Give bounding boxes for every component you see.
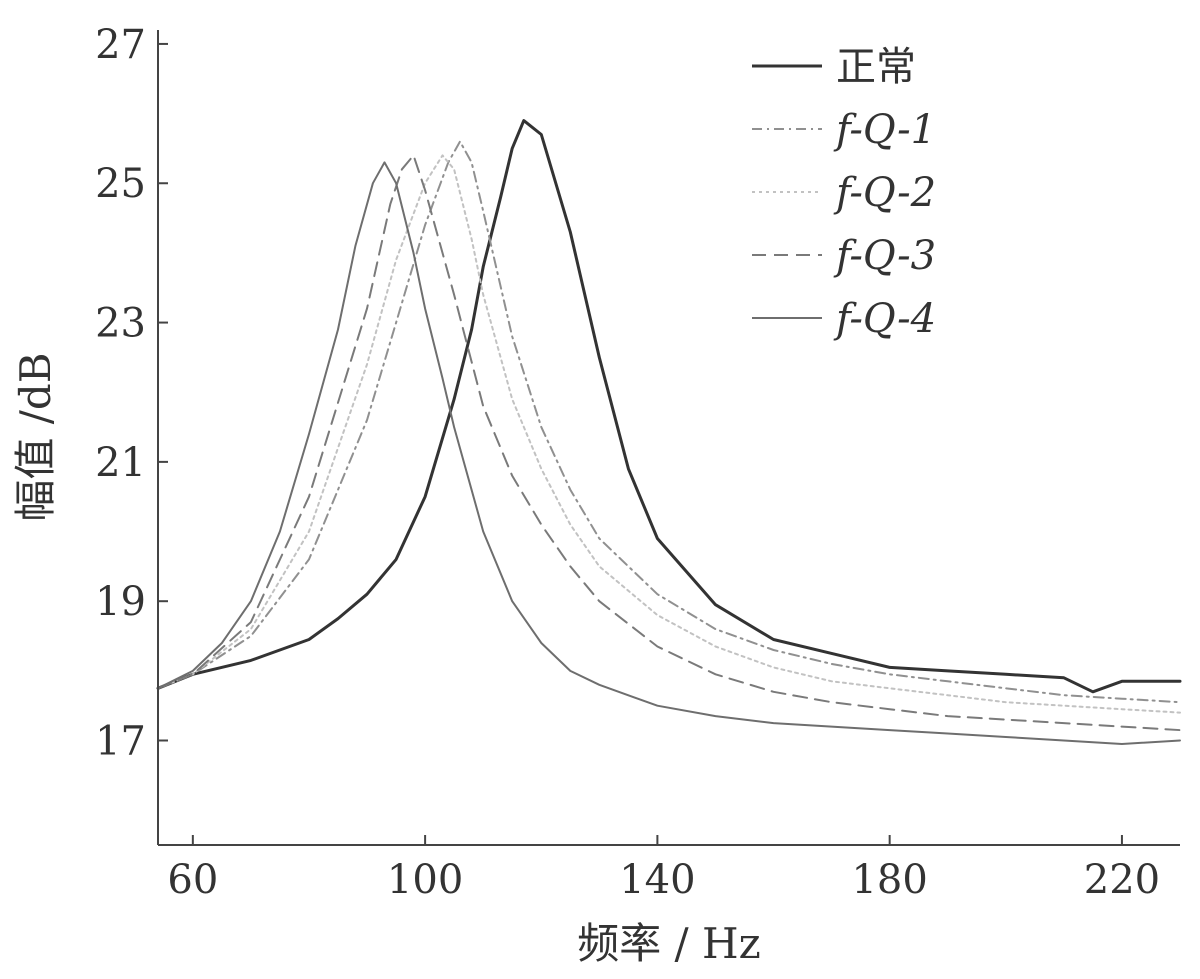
y-tick-label: 25 [95, 161, 146, 207]
legend: 正常 f-Q-1 f-Q-2 f-Q-3 f-Q-4 [752, 44, 936, 342]
legend-label-5: f-Q-4 [833, 296, 936, 342]
y-tick-label: 23 [95, 301, 146, 347]
y-tick-label: 27 [95, 22, 146, 68]
y-tick-label: 17 [95, 719, 146, 765]
legend-label-3: f-Q-2 [833, 170, 936, 216]
legend-label-4: f-Q-3 [833, 233, 936, 279]
plot-series-group [156, 119, 1182, 745]
x-tick-label: 100 [387, 857, 463, 903]
series-line-1 [156, 119, 1182, 694]
series-line-3 [157, 154, 1181, 714]
x-tick-label: 180 [851, 857, 927, 903]
series-line-5 [157, 161, 1181, 745]
x-tick-label: 60 [167, 857, 218, 903]
series-line-4 [157, 154, 1181, 732]
axes-group [157, 30, 1180, 846]
legend-label-2: f-Q-1 [833, 107, 936, 153]
y-tick-label: 19 [95, 579, 146, 625]
x-tick-label: 140 [619, 857, 695, 903]
ticks-group: 60 100 140 180 220 17 19 21 23 25 27 [95, 22, 1160, 903]
series-line-2 [157, 140, 1181, 704]
y-axis-title: 幅值 /dB [11, 352, 60, 521]
legend-label-1: 正常 [836, 44, 916, 90]
x-axis-title: 频率 / Hz [577, 919, 761, 968]
x-tick-label: 220 [1084, 857, 1160, 903]
y-tick-label: 21 [95, 440, 146, 486]
